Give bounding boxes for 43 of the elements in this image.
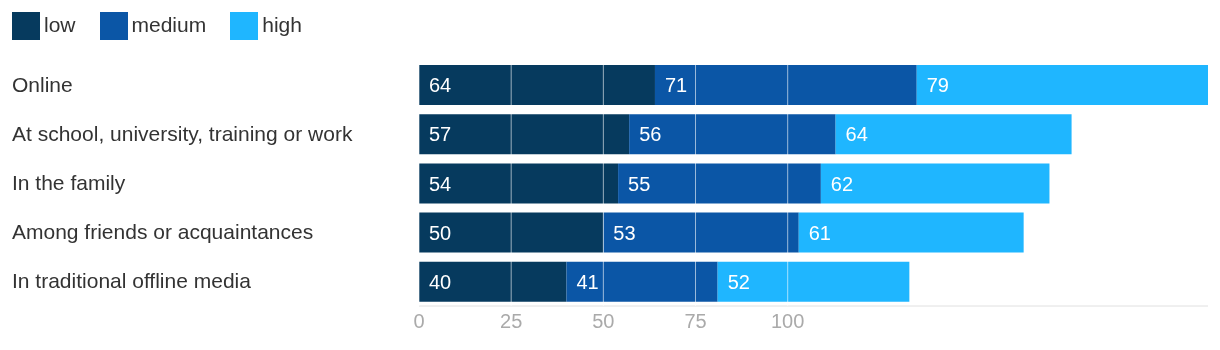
x-tick-label: 0 xyxy=(413,310,425,333)
data-label: 54 xyxy=(429,172,452,195)
data-label: 55 xyxy=(628,172,651,195)
bar xyxy=(820,163,1050,204)
data-label: 52 xyxy=(727,270,750,293)
data-label: 71 xyxy=(664,74,688,97)
y-tick-label: In traditional offline media xyxy=(12,269,252,293)
data-label: 57 xyxy=(429,123,452,146)
x-tick-label: 75 xyxy=(684,310,707,333)
x-tick-label: 50 xyxy=(592,310,615,333)
data-label: 64 xyxy=(429,74,452,97)
bar xyxy=(566,261,718,302)
data-label: 53 xyxy=(613,221,636,244)
bar xyxy=(419,212,604,253)
data-label: 79 xyxy=(926,74,949,97)
bar xyxy=(835,114,1072,155)
bar xyxy=(654,65,917,105)
data-label: 64 xyxy=(845,123,868,146)
bar xyxy=(717,261,910,302)
y-tick-label: In the family xyxy=(12,171,126,194)
y-tick-label: At school, university, training or work xyxy=(12,121,353,145)
data-label: 61 xyxy=(808,221,831,244)
data-label: 50 xyxy=(429,221,452,244)
x-tick-label: 25 xyxy=(500,310,523,333)
bar xyxy=(798,212,1024,253)
data-label: 56 xyxy=(639,123,662,146)
bar xyxy=(629,114,836,155)
bar xyxy=(419,114,630,155)
legend-label: high xyxy=(262,12,302,36)
bar xyxy=(603,212,799,253)
data-label: 40 xyxy=(429,270,452,293)
data-label: 41 xyxy=(576,270,599,293)
y-tick-label: Online xyxy=(12,72,73,96)
data-label: 62 xyxy=(830,172,854,195)
bar xyxy=(419,261,567,302)
bar xyxy=(419,163,619,204)
y-tick-label: Among friends or acquaintances xyxy=(12,220,314,244)
bar xyxy=(618,163,821,204)
x-tick-label: 100 xyxy=(771,310,805,333)
legend-label: low xyxy=(44,12,76,36)
bar xyxy=(419,65,655,105)
bar xyxy=(916,65,1208,105)
legend-label: medium xyxy=(131,12,207,36)
